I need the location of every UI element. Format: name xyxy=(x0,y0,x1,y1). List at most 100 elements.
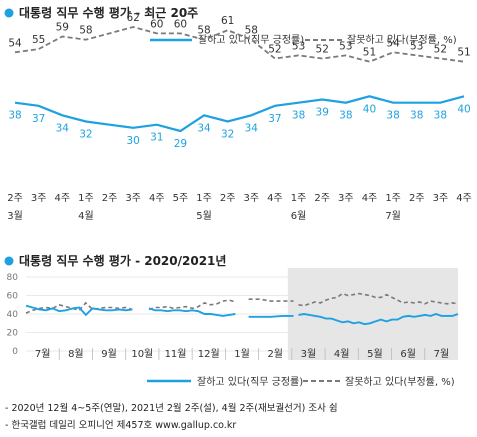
x-month-tick-label: 9월 xyxy=(101,348,117,360)
x-month-tick-label: 5월 xyxy=(367,348,383,360)
x-month-tick-label: 3월 xyxy=(301,348,317,360)
disapprove-data-label: 53 xyxy=(292,40,305,52)
legend-approve-label: 잘하고 있다(직무 긍정률) xyxy=(198,33,304,46)
footnote: - 2020년 12월 4~5주(연말), 2021년 2월 2주(설), 4월… xyxy=(5,402,338,414)
x-week-tick-label: 1주 xyxy=(385,193,401,204)
approve-data-label: 38 xyxy=(339,110,352,122)
x-month-tick-label: 4월 xyxy=(78,210,94,222)
x-week-tick-label: 4주 xyxy=(267,193,283,204)
x-week-tick-label: 4주 xyxy=(456,193,472,204)
approve-data-label: 29 xyxy=(174,138,187,150)
approve-data-label: 37 xyxy=(268,113,281,125)
x-week-tick-label: 4주 xyxy=(362,193,378,204)
x-month-tick-label: 1월 xyxy=(234,348,250,360)
disapprove-data-label: 61 xyxy=(221,15,234,27)
approve-data-label: 40 xyxy=(457,103,470,115)
approve-line xyxy=(248,314,294,318)
disapprove-data-label: 62 xyxy=(126,12,139,24)
disapprove-data-label: 51 xyxy=(457,47,470,59)
x-week-tick-label: 4주 xyxy=(149,193,165,204)
disapprove-data-label: 54 xyxy=(386,37,400,49)
y-tick-label: 80 xyxy=(7,273,19,283)
disapprove-line xyxy=(248,298,294,302)
y-tick-label: 20 xyxy=(7,329,19,339)
chart1-title: 대통령 직무 수행 평가 - 최근 20주 xyxy=(19,5,198,20)
approve-data-label: 38 xyxy=(8,110,21,122)
approve-data-label: 37 xyxy=(32,113,45,125)
approve-data-label: 32 xyxy=(79,129,92,141)
x-month-tick-label: 10월 xyxy=(131,348,153,360)
approve-data-label: 39 xyxy=(316,107,329,119)
disapprove-data-label: 53 xyxy=(339,40,352,52)
x-week-tick-label: 3주 xyxy=(338,193,354,204)
x-month-tick-label: 3월 xyxy=(7,210,23,222)
x-month-tick-label: 7월 xyxy=(385,210,401,222)
x-week-tick-label: 1주 xyxy=(291,193,307,204)
disapprove-data-label: 59 xyxy=(56,22,69,34)
approve-data-label: 34 xyxy=(197,122,211,134)
approve-data-label: 38 xyxy=(410,110,423,122)
disapprove-data-label: 58 xyxy=(245,25,258,37)
disapprove-data-label: 53 xyxy=(410,40,423,52)
disapprove-data-label: 52 xyxy=(316,44,329,56)
x-month-tick-label: 4월 xyxy=(334,348,350,360)
approve-data-label: 38 xyxy=(434,110,447,122)
x-week-tick-label: 2주 xyxy=(102,193,118,204)
disapprove-data-label: 52 xyxy=(434,44,447,56)
x-week-tick-label: 3주 xyxy=(244,193,260,204)
y-tick-label: 0 xyxy=(12,347,18,357)
x-week-tick-label: 1주 xyxy=(78,193,94,204)
x-month-tick-label: 7월 xyxy=(434,348,450,360)
approve-data-label: 34 xyxy=(56,122,70,134)
legend-disapprove-label: 잘못하고 있다(부정률, %) xyxy=(347,33,457,46)
x-week-tick-label: 2주 xyxy=(220,193,236,204)
approve-data-label: 31 xyxy=(150,132,163,144)
disapprove-line xyxy=(14,26,465,63)
approve-data-label: 30 xyxy=(126,135,139,147)
x-month-tick-label: 2월 xyxy=(267,348,283,360)
x-week-tick-label: 1주 xyxy=(196,193,212,204)
x-month-tick-label: 8월 xyxy=(68,348,84,360)
disapprove-data-label: 52 xyxy=(268,44,281,56)
title-bullet-icon xyxy=(4,256,14,266)
disapprove-data-label: 60 xyxy=(174,18,187,30)
x-week-tick-label: 3주 xyxy=(31,193,47,204)
approve-line xyxy=(298,312,459,326)
disapprove-data-label: 60 xyxy=(150,18,163,30)
x-week-tick-label: 2주 xyxy=(7,193,23,204)
y-tick-label: 60 xyxy=(7,292,19,302)
chart2-title: 대통령 직무 수행 평가 - 2020/2021년 xyxy=(19,253,226,268)
x-week-tick-label: 5주 xyxy=(173,193,189,204)
disapprove-line xyxy=(148,299,236,311)
legend2-disapprove-label: 잘못하고 있다(부정률, %) xyxy=(345,375,455,388)
approve-data-label: 38 xyxy=(386,110,399,122)
approve-data-label: 34 xyxy=(245,122,259,134)
x-week-tick-label: 3주 xyxy=(433,193,449,204)
disapprove-data-label: 54 xyxy=(8,37,22,49)
approve-data-label: 32 xyxy=(221,129,234,141)
x-week-tick-label: 3주 xyxy=(125,193,141,204)
title-bullet-icon xyxy=(4,8,14,18)
x-month-tick-label: 6월 xyxy=(400,348,416,360)
disapprove-data-label: 55 xyxy=(32,34,45,46)
x-week-tick-label: 4주 xyxy=(54,193,70,204)
legend2-approve-label: 잘하고 있다(직무 긍정률) xyxy=(197,375,303,388)
x-month-tick-label: 7월 xyxy=(35,348,51,360)
approve-line xyxy=(25,304,133,317)
x-month-tick-label: 12월 xyxy=(198,348,220,360)
disapprove-data-label: 58 xyxy=(79,25,92,37)
disapprove-line xyxy=(298,292,459,307)
approve-line xyxy=(148,307,236,317)
source-note: - 한국갤럽 데일리 오피니언 제457호 www.gallup.co.kr xyxy=(5,419,236,431)
disapprove-data-label: 58 xyxy=(197,25,210,37)
approve-data-label: 40 xyxy=(363,103,376,115)
approve-line xyxy=(14,95,465,133)
approve-data-label: 38 xyxy=(292,110,305,122)
x-week-tick-label: 2주 xyxy=(409,193,425,204)
x-month-tick-label: 11월 xyxy=(165,348,187,360)
disapprove-data-label: 51 xyxy=(363,47,376,59)
y-tick-label: 40 xyxy=(7,310,19,320)
x-month-tick-label: 6월 xyxy=(291,210,307,222)
x-week-tick-label: 2주 xyxy=(314,193,330,204)
